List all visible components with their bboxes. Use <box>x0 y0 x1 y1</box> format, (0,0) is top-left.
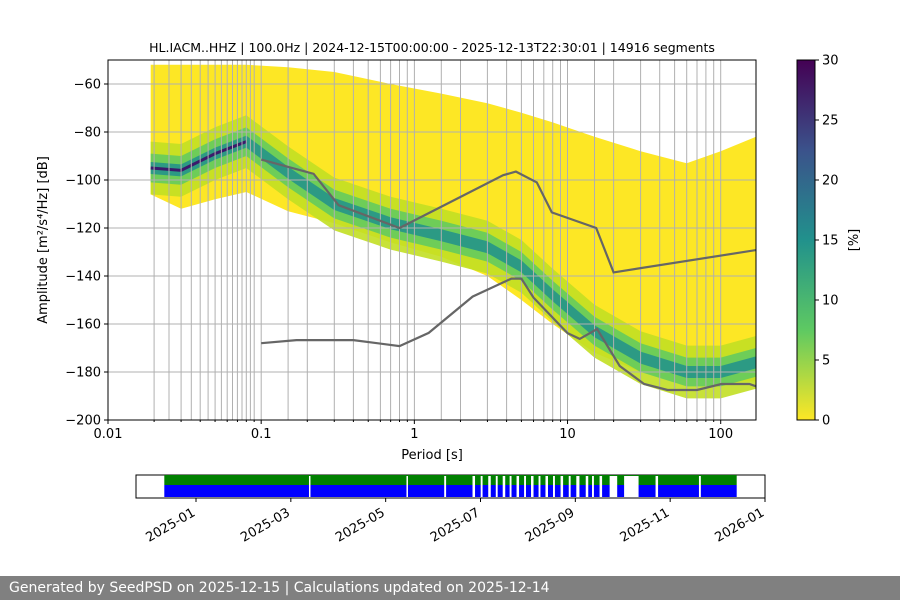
noise-models <box>260 158 756 392</box>
y-tick-label: −200 <box>65 414 101 429</box>
colorbar-tick-label: 15 <box>822 234 839 249</box>
colorbar-tick-label: 25 <box>822 114 839 129</box>
y-tick-label: −60 <box>74 78 101 93</box>
y-axis-title: Amplitude [m²/s⁴/Hz] [dB] <box>36 156 51 324</box>
y-tick-label: −180 <box>65 366 101 381</box>
availability-gap <box>308 476 311 497</box>
x-tick-label: 100 <box>708 427 733 442</box>
availability-tick-label: 2025-01 <box>143 505 198 545</box>
y-tick-label: −140 <box>65 270 101 285</box>
colorbar-tick-label: 5 <box>822 354 830 369</box>
psd-density-band-3 <box>150 135 756 378</box>
y-tick-label: −100 <box>65 174 101 189</box>
availability-gap <box>568 476 571 497</box>
availability-gap <box>624 476 626 497</box>
availability-gap <box>472 476 476 497</box>
availability-gap <box>538 476 541 497</box>
availability-tick-label: 2025-05 <box>333 505 388 545</box>
availability-tick-label: 2025-03 <box>238 505 293 545</box>
colorbar-tick-label: 0 <box>822 414 830 429</box>
availability-gap <box>495 476 498 497</box>
availability-tick-label: 2025-11 <box>618 505 673 545</box>
plot-frame <box>107 59 757 421</box>
x-tick-label: 10 <box>559 427 576 442</box>
availability-gap <box>531 476 534 497</box>
y-tick-label: −120 <box>65 222 101 237</box>
colorbar-label: [%] <box>847 229 862 252</box>
x-tick-label: 0.01 <box>94 427 123 442</box>
availability-gap <box>560 476 564 497</box>
colorbar-ticks: 0 5 10 15 20 25 30 <box>815 54 839 429</box>
gridlines <box>108 60 756 420</box>
availability-gap <box>592 476 594 497</box>
availability-gap <box>524 476 526 497</box>
x-tick-label: 0.1 <box>251 427 272 442</box>
colorbar-tick-label: 30 <box>822 54 839 69</box>
availability-tick-label: 2025-09 <box>523 505 578 545</box>
y-tick-label: −80 <box>74 126 101 141</box>
availability-gap <box>576 476 580 497</box>
availability-blue-strip <box>164 485 737 497</box>
availability-gap <box>488 476 491 497</box>
availability-gap <box>698 476 701 497</box>
x-tick-label: 1 <box>410 427 418 442</box>
availability-tick-label: 2026-01 <box>712 505 767 545</box>
availability-gap <box>480 476 483 497</box>
availability-bars <box>164 475 737 497</box>
availability-gap <box>509 476 512 497</box>
availability-gap <box>609 476 618 497</box>
availability-gap <box>599 476 603 497</box>
psd-heatmap <box>150 64 756 399</box>
footer-bar: Generated by SeedPSD on 2025-12-15 | Cal… <box>0 576 900 600</box>
axes: 0.01 0.1 1 10 100 −60 −80 −100 −120 −140 −160 −180 −… <box>65 78 733 443</box>
availability-axis: 2025-01 2025-03 2025-05 2025-07 2025-09 2025-… <box>143 498 767 546</box>
availability-gap <box>502 476 506 497</box>
new-low-noise-model-line <box>261 277 756 392</box>
psd-chart: HL.IACM..HHZ | 100.0Hz | 2024-12-15T00:0… <box>36 40 862 546</box>
colorbar-tick-label: 20 <box>822 174 839 189</box>
footer-text: Generated by SeedPSD on 2025-12-15 | Cal… <box>9 580 550 596</box>
chart-title: HL.IACM..HHZ | 100.0Hz | 2024-12-15T00:0… <box>149 40 715 55</box>
availability-gap <box>545 476 548 497</box>
availability-gap <box>655 476 659 497</box>
availability-gap <box>444 476 447 497</box>
availability-tick-label: 2025-07 <box>428 505 483 545</box>
availability-green-strip <box>164 475 737 485</box>
availability-gap <box>553 476 555 497</box>
availability-gap <box>625 476 639 497</box>
psd-density-band-2 <box>150 127 756 387</box>
colorbar <box>796 59 816 421</box>
availability-gap <box>516 476 520 497</box>
x-axis-title: Period [s] <box>401 448 463 463</box>
availability-gap <box>585 476 589 497</box>
psd-peak-density <box>150 140 247 172</box>
new-high-noise-model-line <box>260 158 756 274</box>
availability-gap <box>406 476 408 497</box>
colorbar-tick-label: 10 <box>822 294 839 309</box>
y-tick-label: −160 <box>65 318 101 333</box>
